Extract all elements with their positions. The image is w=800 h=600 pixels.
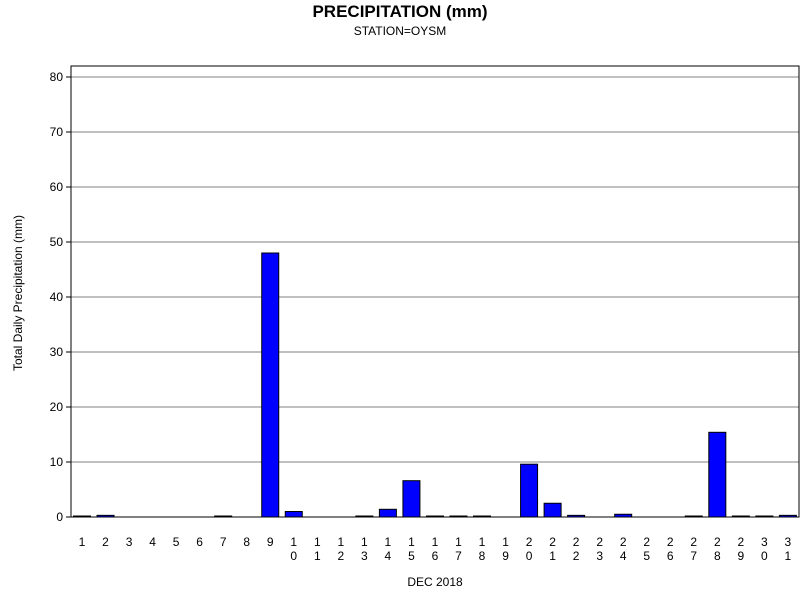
y-axis-ticks: 0 10 20 30 40 50 60 70 80 [50, 70, 71, 524]
y-tick-label: 50 [50, 235, 64, 249]
x-tick-label: 9 [267, 535, 274, 549]
x-tick-label: 5 [173, 535, 180, 549]
y-axis-label: Total Daily Precipitation (mm) [11, 215, 25, 371]
chart-title: PRECIPITATION (mm) [312, 2, 487, 21]
x-tick-label: 8 [243, 535, 250, 549]
bar-day-15 [402, 480, 421, 518]
grid-lines [71, 76, 799, 463]
y-tick-label: 10 [50, 455, 64, 469]
x-tick-label: 7 [220, 535, 227, 549]
bar-day-9 [261, 252, 280, 518]
x-tick-label: 1 [79, 535, 86, 549]
y-tick-label: 30 [50, 345, 64, 359]
x-tick-label: 6 [196, 535, 203, 549]
y-tick-label: 0 [56, 510, 63, 524]
bar-day-10 [284, 511, 303, 518]
bar-day-14 [378, 508, 397, 518]
y-tick-label: 70 [50, 125, 64, 139]
bars [73, 252, 797, 518]
x-axis-label: DEC 2018 [407, 575, 463, 589]
y-tick-label: 40 [50, 290, 64, 304]
x-axis-ticks: 1 2 3 4 5 6 7 8 9 1 01 11 21 31 41 51 61 71 81 92 02 12 22 32 42… [79, 535, 792, 563]
x-tick-label: 3 [126, 535, 133, 549]
y-tick-label: 80 [50, 70, 64, 84]
bar-day-21 [543, 502, 562, 518]
y-tick-label: 20 [50, 400, 64, 414]
plot-frame [70, 65, 800, 518]
y-tick-label: 60 [50, 180, 64, 194]
chart-subtitle: STATION=OYSM [354, 24, 447, 38]
bar-day-20 [520, 463, 539, 518]
bar-day-28 [708, 431, 727, 518]
x-tick-label: 4 [149, 535, 156, 549]
x-tick-label: 2 [102, 535, 109, 549]
